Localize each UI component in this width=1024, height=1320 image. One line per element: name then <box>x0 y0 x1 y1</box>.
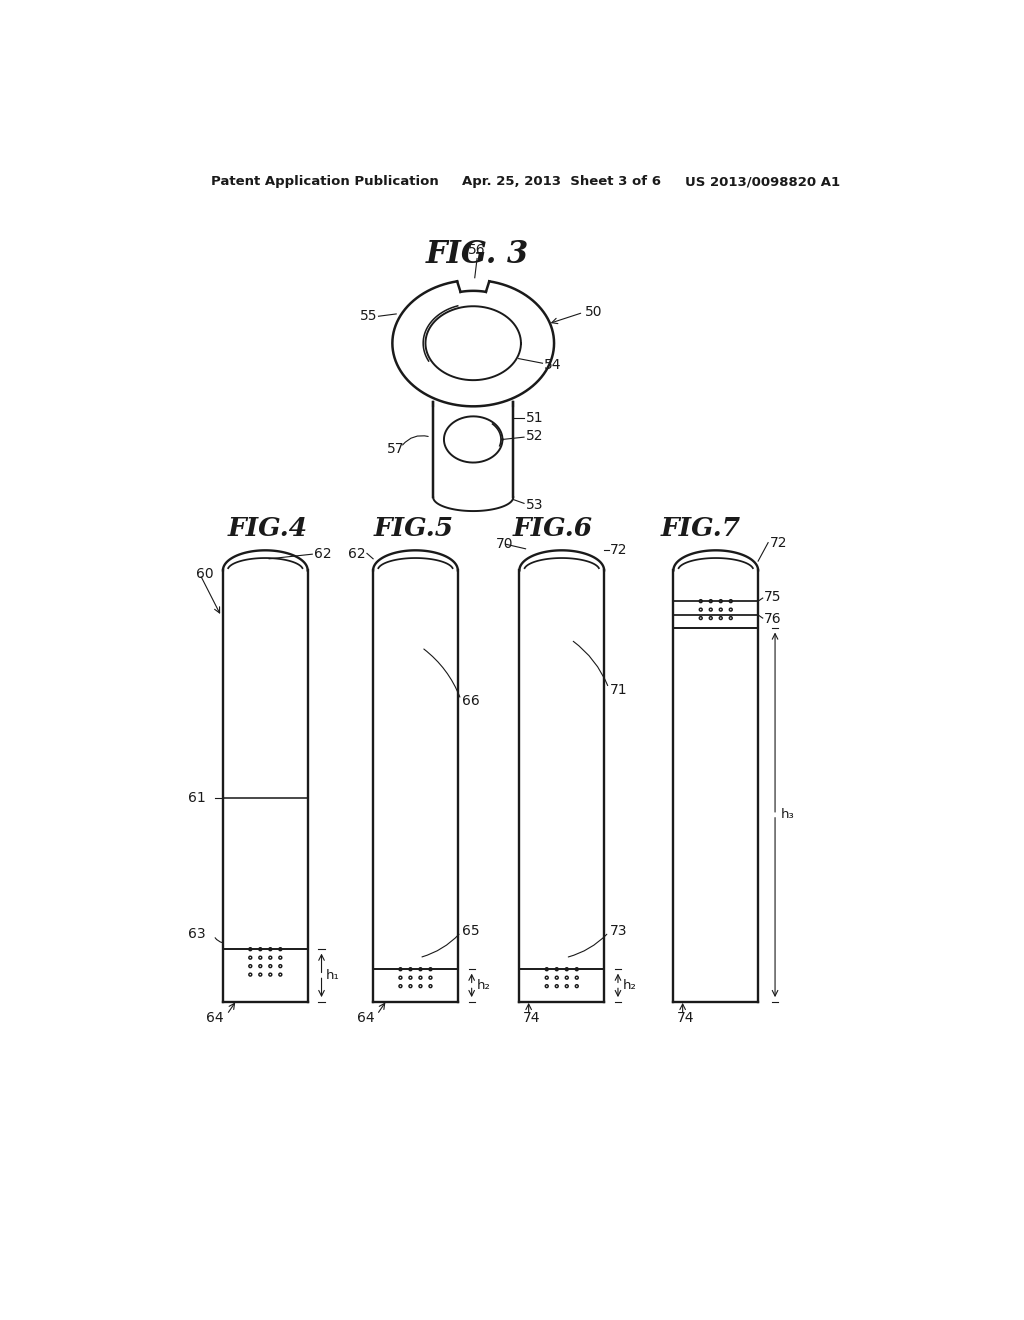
Text: 55: 55 <box>360 309 378 323</box>
Text: FIG.6: FIG.6 <box>512 516 593 540</box>
Text: 50: 50 <box>585 305 602 319</box>
Text: FIG. 3: FIG. 3 <box>425 239 528 271</box>
Text: h₃: h₃ <box>781 808 795 821</box>
Text: 62: 62 <box>348 548 366 561</box>
Text: 65: 65 <box>463 924 480 937</box>
Text: 70: 70 <box>497 537 514 552</box>
Text: 56: 56 <box>468 243 485 257</box>
Text: h₁: h₁ <box>326 969 340 982</box>
Text: h₂: h₂ <box>476 979 490 991</box>
Text: 61: 61 <box>188 791 206 804</box>
Text: 51: 51 <box>525 411 543 425</box>
Text: 54: 54 <box>544 358 561 372</box>
Text: 52: 52 <box>525 429 543 442</box>
Text: 57: 57 <box>387 442 404 455</box>
Text: h₂: h₂ <box>623 979 637 991</box>
Text: FIG.7: FIG.7 <box>660 516 740 540</box>
Text: 73: 73 <box>610 924 628 937</box>
Text: 64: 64 <box>207 1011 224 1026</box>
Text: 62: 62 <box>313 548 332 561</box>
Text: 72: 72 <box>610 544 628 557</box>
Text: 63: 63 <box>188 927 206 941</box>
Text: FIG.5: FIG.5 <box>374 516 454 540</box>
Text: 71: 71 <box>610 682 628 697</box>
Text: FIG.4: FIG.4 <box>227 516 307 540</box>
Text: 72: 72 <box>770 536 787 549</box>
Text: 74: 74 <box>523 1011 541 1026</box>
Text: 76: 76 <box>764 612 782 626</box>
Text: 60: 60 <box>196 568 214 581</box>
Text: 75: 75 <box>764 590 781 605</box>
Text: 74: 74 <box>677 1011 694 1026</box>
Text: 66: 66 <box>463 694 480 709</box>
Text: Apr. 25, 2013  Sheet 3 of 6: Apr. 25, 2013 Sheet 3 of 6 <box>462 176 660 187</box>
Text: 53: 53 <box>525 498 543 512</box>
Text: 64: 64 <box>356 1011 374 1026</box>
Text: Patent Application Publication: Patent Application Publication <box>211 176 439 187</box>
Text: US 2013/0098820 A1: US 2013/0098820 A1 <box>685 176 840 187</box>
